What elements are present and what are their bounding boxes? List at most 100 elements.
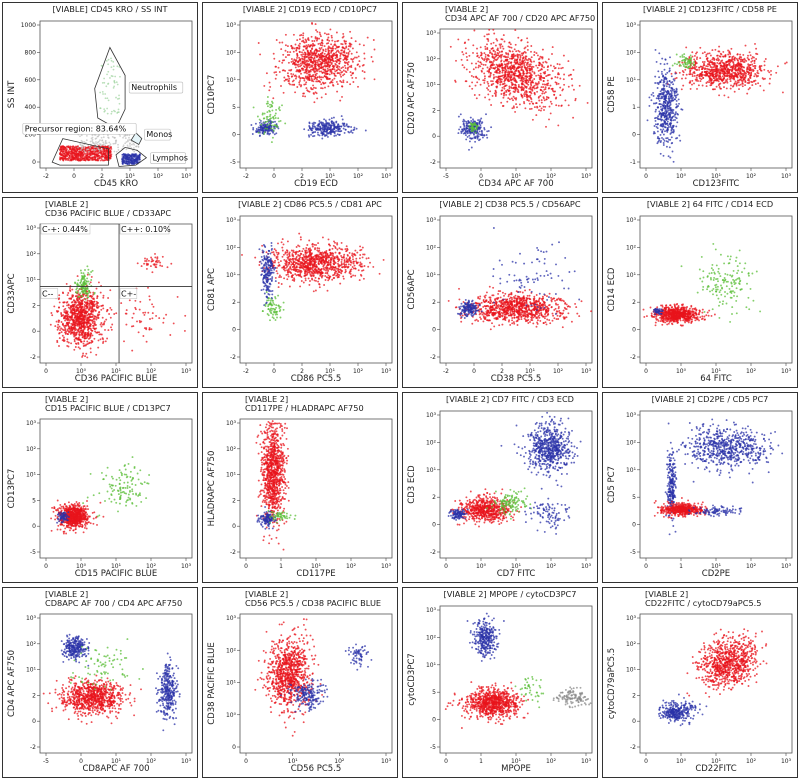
event-point (540, 89, 543, 92)
event-point (315, 39, 318, 42)
event-point (82, 154, 85, 157)
event-point (317, 58, 320, 61)
event-point (703, 62, 705, 65)
event-point (524, 67, 527, 70)
event-point (123, 157, 126, 159)
event-point (562, 54, 565, 57)
event-point (298, 42, 301, 45)
event-point (363, 52, 366, 55)
event-point (716, 61, 719, 64)
event-point (529, 63, 532, 66)
event-point (325, 55, 327, 58)
event-point (281, 61, 284, 64)
event-point (344, 62, 347, 64)
event-point (754, 83, 757, 85)
event-point (314, 59, 317, 62)
event-point (733, 90, 736, 93)
event-point (281, 104, 283, 107)
event-point (522, 83, 525, 86)
event-point (486, 48, 489, 51)
event-point (310, 133, 312, 136)
event-point (327, 51, 330, 54)
event-point (754, 73, 757, 75)
event-point (757, 82, 760, 85)
event-point (313, 78, 316, 81)
precursor-gate[interactable] (51, 138, 109, 166)
event-point (363, 77, 366, 80)
event-point (326, 135, 329, 138)
event-point (103, 152, 106, 155)
event-point (324, 93, 327, 96)
event-point (106, 112, 109, 115)
event-point (464, 131, 466, 134)
event-point (463, 120, 466, 123)
event-point (736, 76, 739, 79)
event-point (284, 33, 287, 36)
event-point (79, 143, 82, 146)
lymphos-gate[interactable] (115, 146, 148, 167)
event-point (112, 86, 115, 89)
event-point (328, 77, 331, 80)
event-point (572, 116, 575, 119)
event-point (317, 133, 320, 136)
event-point (504, 85, 507, 87)
event-point (486, 80, 489, 83)
monos-gate[interactable] (130, 132, 143, 146)
event-point (525, 90, 528, 93)
event-point (744, 84, 747, 87)
event-point (270, 117, 272, 120)
event-point (107, 58, 110, 61)
event-point (546, 79, 549, 82)
event-point (484, 56, 487, 58)
lymphos-gate-label: Lymphos (152, 154, 187, 163)
event-point (493, 76, 496, 79)
event-point (748, 79, 751, 82)
event-point (315, 72, 318, 75)
monos-gate-label: Monos (146, 130, 172, 139)
event-point (277, 107, 280, 110)
event-point (753, 75, 756, 78)
event-point (266, 127, 269, 130)
event-point (126, 160, 129, 163)
event-point (656, 82, 659, 84)
event-point (548, 87, 551, 90)
event-point (305, 81, 308, 84)
neutrophils-gate[interactable] (94, 46, 126, 129)
event-point (307, 134, 310, 137)
event-point (268, 133, 271, 136)
event-point (744, 76, 747, 79)
event-point (282, 91, 285, 94)
event-point (530, 60, 533, 63)
event-point (313, 60, 316, 63)
event-point (722, 72, 725, 75)
event-point (373, 48, 376, 51)
event-point (491, 80, 494, 83)
event-point (494, 44, 497, 47)
event-point (719, 82, 722, 85)
event-point (475, 121, 478, 124)
event-point (746, 71, 749, 73)
event-point (746, 67, 749, 70)
event-point (487, 33, 490, 36)
event-point (343, 73, 346, 76)
event-point (131, 161, 134, 164)
event-point (329, 127, 332, 129)
event-point (504, 67, 507, 70)
event-point (496, 85, 499, 88)
event-point (514, 110, 517, 113)
plot-title: CD34 APC AF 700 / CD20 APC AF750 (445, 13, 595, 23)
event-point (318, 59, 320, 62)
event-point (114, 136, 116, 139)
event-point (107, 136, 110, 139)
event-point (470, 120, 473, 122)
event-point (538, 57, 541, 60)
event-point (521, 96, 524, 99)
event-point (462, 118, 465, 121)
event-point (98, 152, 100, 155)
event-point (666, 137, 669, 140)
event-point (730, 73, 733, 76)
event-point (77, 158, 79, 161)
event-point (515, 67, 518, 70)
event-point (718, 75, 721, 77)
event-point (517, 85, 520, 88)
